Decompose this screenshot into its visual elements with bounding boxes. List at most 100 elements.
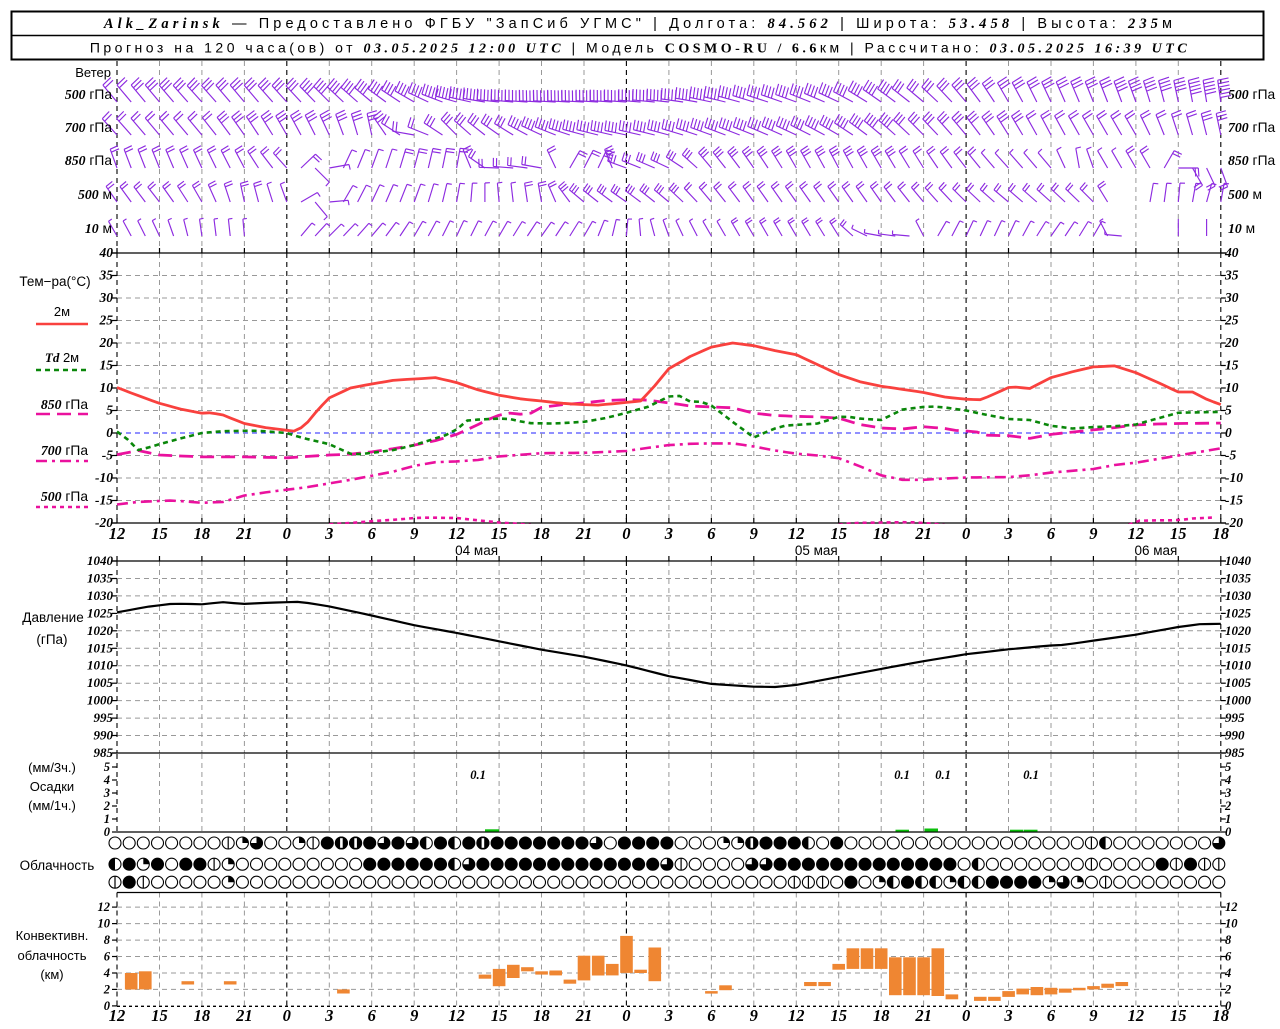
- svg-text:3: 3: [324, 1006, 333, 1024]
- svg-text:18: 18: [1213, 524, 1230, 543]
- svg-text:Тем−ра(°C): Тем−ра(°C): [19, 274, 90, 289]
- svg-text:6: 6: [707, 1006, 716, 1024]
- svg-text:10: 10: [1225, 380, 1239, 395]
- svg-text:Давление: Давление: [22, 610, 83, 625]
- svg-text:1: 1: [1225, 812, 1231, 826]
- svg-text:Прогноз на 120 часа(ов) от 03.: Прогноз на 120 часа(ов) от 03.05.2025 12…: [90, 40, 1190, 57]
- svg-text:4: 4: [103, 966, 110, 980]
- svg-text:18: 18: [1213, 1006, 1230, 1024]
- svg-text:15: 15: [1225, 358, 1239, 373]
- svg-text:1005: 1005: [1225, 675, 1252, 690]
- svg-text:15: 15: [151, 1006, 168, 1024]
- svg-text:985: 985: [1225, 745, 1245, 760]
- svg-text:10 м: 10 м: [1228, 221, 1255, 236]
- svg-text:25: 25: [1224, 313, 1239, 328]
- svg-text:1015: 1015: [87, 640, 114, 655]
- svg-text:15: 15: [1170, 1006, 1187, 1024]
- svg-text:05 мая: 05 мая: [795, 543, 838, 558]
- svg-text:500 гПа: 500 гПа: [41, 489, 88, 504]
- svg-text:3: 3: [664, 524, 673, 543]
- svg-text:10: 10: [98, 917, 111, 931]
- svg-text:1040: 1040: [87, 553, 114, 568]
- svg-text:Td 2м: Td 2м: [45, 350, 79, 365]
- svg-text:30: 30: [1224, 290, 1239, 305]
- svg-text:21: 21: [914, 1006, 932, 1024]
- svg-text:-20: -20: [1225, 515, 1243, 530]
- svg-text:1010: 1010: [87, 658, 114, 673]
- svg-text:1035: 1035: [87, 571, 114, 586]
- svg-text:-10: -10: [95, 470, 113, 485]
- svg-text:6: 6: [368, 1006, 377, 1024]
- svg-text:10: 10: [1225, 917, 1238, 931]
- svg-text:1030: 1030: [1225, 588, 1252, 603]
- svg-text:18: 18: [533, 524, 550, 543]
- svg-text:12: 12: [448, 1006, 465, 1024]
- svg-text:Осадки: Осадки: [30, 779, 74, 794]
- svg-text:990: 990: [94, 728, 114, 743]
- svg-text:18: 18: [194, 1006, 211, 1024]
- svg-text:21: 21: [914, 524, 932, 543]
- svg-text:0: 0: [622, 1006, 630, 1024]
- svg-text:500 гПа: 500 гПа: [1228, 87, 1275, 102]
- svg-text:35: 35: [1224, 268, 1239, 283]
- svg-text:0: 0: [962, 1006, 970, 1024]
- svg-text:12: 12: [788, 524, 805, 543]
- svg-text:1015: 1015: [1225, 640, 1252, 655]
- svg-text:6: 6: [1047, 524, 1056, 543]
- svg-text:18: 18: [873, 1006, 890, 1024]
- svg-text:40: 40: [99, 245, 114, 260]
- svg-text:1005: 1005: [87, 675, 114, 690]
- svg-text:10 м: 10 м: [85, 221, 112, 236]
- svg-text:0: 0: [104, 999, 111, 1013]
- svg-text:25: 25: [99, 313, 114, 328]
- svg-text:1000: 1000: [87, 693, 114, 708]
- svg-text:0: 0: [283, 524, 291, 543]
- svg-text:0: 0: [106, 425, 113, 440]
- svg-text:1025: 1025: [1225, 605, 1252, 620]
- svg-text:0: 0: [962, 524, 970, 543]
- svg-text:10: 10: [100, 380, 114, 395]
- svg-text:500 м: 500 м: [78, 187, 112, 202]
- svg-text:6: 6: [1225, 950, 1232, 964]
- svg-text:15: 15: [830, 524, 847, 543]
- svg-text:2м: 2м: [54, 304, 70, 319]
- svg-text:1020: 1020: [87, 623, 114, 638]
- svg-text:30: 30: [99, 290, 114, 305]
- svg-text:20: 20: [99, 335, 114, 350]
- svg-text:2: 2: [1224, 799, 1231, 813]
- svg-text:9: 9: [750, 1006, 758, 1024]
- svg-text:15: 15: [100, 358, 114, 373]
- svg-text:4: 4: [103, 773, 110, 787]
- svg-text:облачность: облачность: [17, 948, 86, 963]
- svg-text:5: 5: [104, 760, 110, 774]
- svg-text:1030: 1030: [87, 588, 114, 603]
- svg-text:12: 12: [1225, 900, 1238, 914]
- svg-text:9: 9: [1089, 524, 1097, 543]
- svg-text:0.1: 0.1: [894, 768, 910, 782]
- svg-text:35: 35: [99, 268, 114, 283]
- svg-text:40: 40: [1224, 245, 1239, 260]
- svg-text:2: 2: [103, 799, 110, 813]
- svg-text:5: 5: [1225, 403, 1232, 418]
- svg-text:985: 985: [94, 745, 114, 760]
- svg-text:0: 0: [1225, 999, 1232, 1013]
- svg-text:21: 21: [235, 1006, 253, 1024]
- svg-text:700 гПа: 700 гПа: [41, 443, 88, 458]
- svg-text:8: 8: [104, 933, 111, 947]
- svg-text:6: 6: [707, 524, 716, 543]
- svg-text:(мм/3ч.): (мм/3ч.): [28, 760, 76, 775]
- svg-text:1035: 1035: [1225, 571, 1252, 586]
- svg-text:2: 2: [1224, 982, 1231, 996]
- svg-text:1: 1: [104, 812, 110, 826]
- svg-text:1020: 1020: [1225, 623, 1252, 638]
- svg-text:12: 12: [448, 524, 465, 543]
- svg-text:990: 990: [1225, 728, 1245, 743]
- svg-text:0: 0: [1225, 425, 1232, 440]
- svg-text:5: 5: [106, 403, 113, 418]
- svg-text:3: 3: [324, 524, 333, 543]
- svg-text:15: 15: [491, 1006, 508, 1024]
- svg-text:06 мая: 06 мая: [1134, 543, 1177, 558]
- svg-text:9: 9: [410, 1006, 418, 1024]
- svg-text:1000: 1000: [1225, 693, 1252, 708]
- svg-text:3: 3: [1224, 786, 1231, 800]
